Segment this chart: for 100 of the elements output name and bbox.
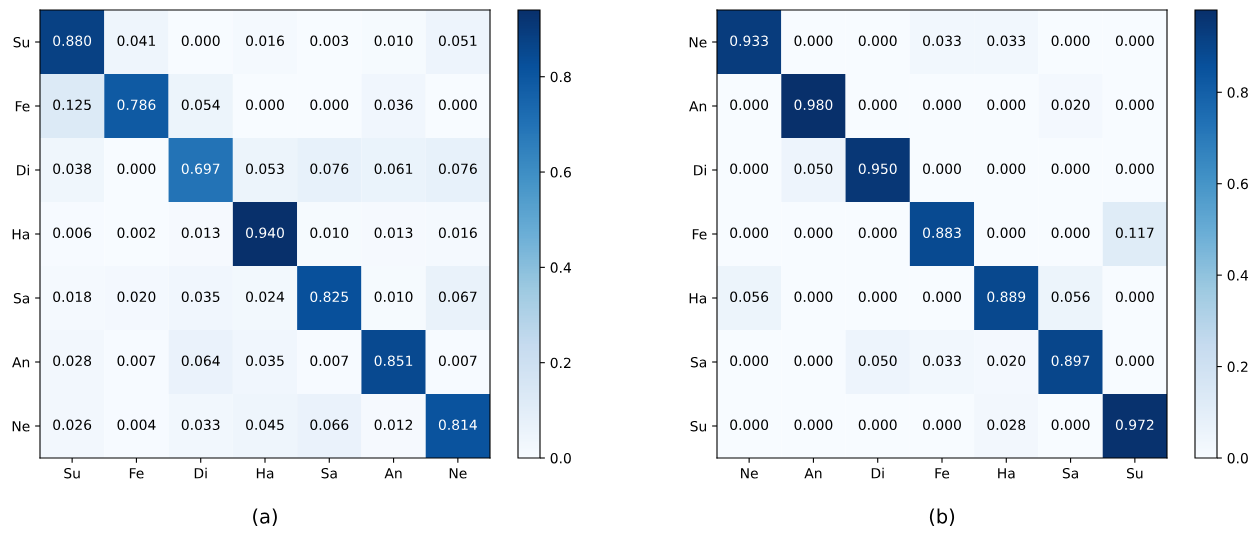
data-label: 0.007	[438, 355, 477, 367]
data-label: 0.056	[730, 291, 769, 303]
color-bar-label: 0.8	[550, 71, 571, 83]
data-label: 0.026	[53, 419, 92, 431]
data-label: 0.000	[1115, 163, 1154, 175]
data-label: 0.016	[246, 35, 285, 47]
data-label: 0.950	[858, 163, 897, 175]
x-tick-label: Fe	[129, 468, 144, 479]
data-label: 0.117	[1115, 227, 1154, 239]
data-label: 0.000	[858, 227, 897, 239]
data-label: 0.000	[794, 419, 833, 431]
x-tick-label: Di	[871, 467, 884, 479]
color-bar-label: 0.8	[1227, 87, 1248, 98]
data-label: 0.013	[181, 227, 220, 239]
data-label: 0.013	[374, 227, 413, 239]
data-label: 0.000	[987, 99, 1026, 111]
y-tick-label: Ha	[12, 229, 30, 240]
data-label: 0.000	[794, 291, 833, 303]
data-label: 0.000	[794, 227, 833, 239]
data-label: 0.033	[181, 419, 220, 431]
text: (a)	[253, 508, 277, 526]
y-tick-label: Ha	[689, 293, 707, 304]
color-bar-label: 0.0	[1227, 452, 1248, 464]
data-label: 0.002	[117, 227, 155, 239]
data-label: 0.067	[438, 291, 477, 303]
data-label: 0.038	[53, 163, 92, 175]
data-label: 0.000	[730, 355, 769, 367]
data-label: 0.033	[923, 35, 961, 47]
y-tick-label: Sa	[690, 356, 707, 368]
x-tick-label: Ha	[256, 468, 274, 479]
data-label: 0.016	[438, 227, 477, 239]
data-label: 0.035	[246, 355, 284, 367]
data-label: 0.033	[987, 35, 1026, 47]
data-label: 0.020	[987, 355, 1026, 367]
data-label: 0.000	[923, 163, 961, 175]
data-label: 0.000	[730, 419, 769, 431]
x-tick-label: Ne	[449, 468, 467, 479]
data-label: 0.028	[53, 355, 92, 367]
data-label: 0.053	[246, 163, 284, 175]
y-tick-label: Di	[17, 164, 29, 176]
data-label: 0.000	[987, 163, 1026, 175]
y-tick-label: Di	[694, 164, 706, 176]
x-tick-label: Sa	[1062, 467, 1078, 479]
data-label: 0.000	[1051, 227, 1090, 239]
data-label: 0.000	[794, 35, 833, 47]
data-label: 0.000	[1051, 163, 1090, 175]
data-label: 0.000	[730, 227, 769, 239]
data-label: 0.036	[374, 99, 413, 111]
y-tick-label: Su	[13, 36, 30, 48]
data-label: 0.010	[374, 35, 413, 47]
data-label: 0.889	[987, 291, 1026, 303]
data-label: 0.000	[1115, 35, 1154, 47]
data-label: 0.050	[794, 163, 833, 175]
color-bar-label: 0.0	[550, 452, 571, 464]
data-label: 0.000	[438, 99, 477, 111]
x-tick-label: An	[804, 468, 822, 479]
data-label: 0.933	[730, 35, 768, 47]
data-label: 0.033	[923, 355, 961, 367]
data-label: 0.018	[53, 291, 92, 303]
x-tick-label: Fe	[935, 468, 950, 479]
color-bar-label: 0.2	[1227, 361, 1248, 373]
color-bar-label: 0.4	[550, 262, 572, 273]
y-tick-label: Su	[690, 420, 707, 432]
y-tick-label: Fe	[15, 101, 30, 112]
x-tick-label: Di	[194, 467, 207, 479]
data-label: 0.066	[310, 419, 349, 431]
data-label: 0.024	[246, 291, 285, 303]
data-label: 0.003	[310, 35, 349, 47]
data-label: 0.851	[374, 355, 413, 367]
data-label: 0.061	[374, 163, 413, 175]
data-label: 0.000	[794, 355, 833, 367]
data-label: 0.035	[181, 291, 220, 303]
data-label: 0.000	[923, 419, 961, 431]
data-label: 0.020	[117, 291, 156, 303]
data-label: 0.050	[858, 355, 897, 367]
data-label: 0.000	[1051, 419, 1090, 431]
data-label: 0.125	[53, 99, 91, 111]
text: (b)	[929, 508, 955, 526]
x-tick-label: Su	[1126, 467, 1143, 479]
data-label: 0.000	[730, 163, 769, 175]
data-label: 0.883	[923, 227, 961, 239]
y-tick-label: Sa	[13, 292, 30, 304]
data-label: 0.000	[858, 419, 897, 431]
data-label: 0.020	[1051, 99, 1090, 111]
data-label: 0.825	[310, 291, 348, 303]
data-label: 0.000	[310, 99, 349, 111]
data-label: 0.054	[181, 99, 220, 111]
data-label: 0.007	[117, 355, 156, 367]
y-tick-label: An	[689, 101, 707, 112]
y-tick-label: An	[12, 357, 30, 368]
x-tick-label: Ha	[998, 468, 1015, 479]
data-label: 0.000	[858, 291, 897, 303]
data-label: 0.000	[246, 99, 284, 111]
data-label: 0.000	[181, 35, 220, 47]
data-label: 0.980	[794, 99, 833, 111]
data-label: 0.076	[310, 163, 349, 175]
x-tick-label: Ne	[741, 468, 758, 479]
data-label: 0.697	[181, 163, 220, 175]
color-bar-label: 0.6	[1227, 178, 1248, 190]
color-bar-label: 0.4	[1227, 270, 1249, 281]
